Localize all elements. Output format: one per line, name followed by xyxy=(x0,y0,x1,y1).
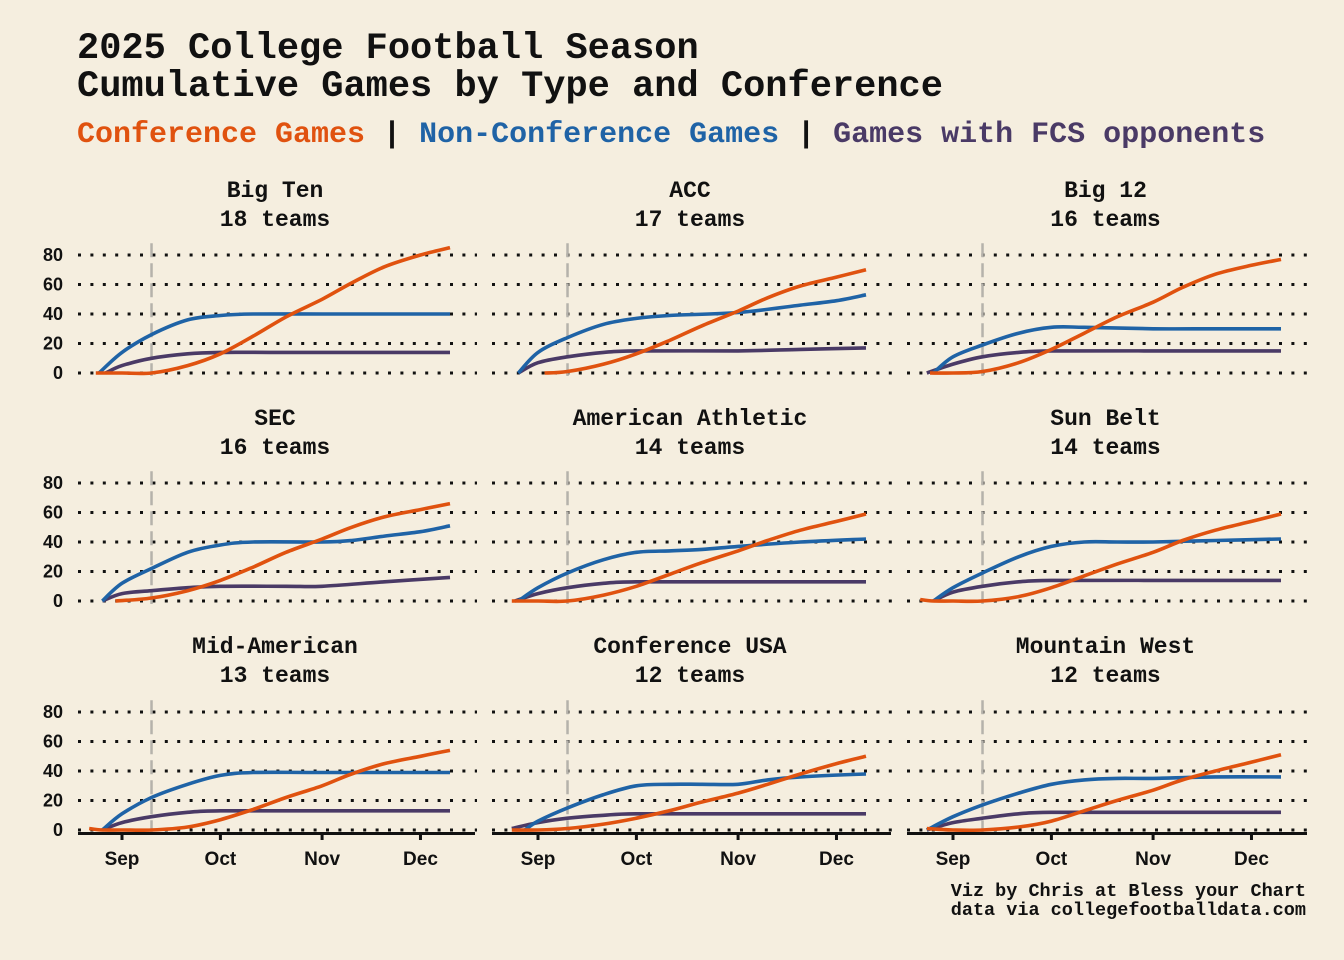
panel-team-count: 17 teams xyxy=(635,207,745,233)
panel-mid-american: Mid-American 13 teams 0 20 40 60 80 Sep Oct Nov De… xyxy=(43,634,477,870)
panel-sun-belt: Sun Belt 14 teams xyxy=(907,406,1309,604)
series-line-conference xyxy=(929,257,1282,375)
series-line-non-conference xyxy=(517,537,867,603)
legend-separator: | xyxy=(365,118,420,152)
title-line-2: Cumulative Games by Type and Conference xyxy=(77,66,943,108)
legend-conference-games: Conference Games xyxy=(77,118,366,152)
y-tick-label: 80 xyxy=(43,245,63,265)
y-tick-label: 0 xyxy=(53,591,63,611)
series-line-non-conference xyxy=(97,312,450,375)
x-tick-label: Nov xyxy=(1135,849,1171,870)
series-line-fcs xyxy=(926,348,1281,375)
caption-credit: Viz by Chris at Bless your Chart xyxy=(950,881,1306,902)
y-tick-label: 80 xyxy=(43,473,63,493)
series-line-conference xyxy=(926,753,1282,833)
y-tick-label: 60 xyxy=(43,275,63,295)
x-tick-label: Oct xyxy=(205,849,237,870)
panel-title: Big 12 xyxy=(1064,178,1147,204)
series-line-fcs xyxy=(511,811,866,831)
panel-title: SEC xyxy=(254,406,296,432)
series-line-non-conference xyxy=(516,293,867,375)
series-line-non-conference xyxy=(101,524,451,603)
x-tick-label: Nov xyxy=(720,849,756,870)
series-line-non-conference xyxy=(101,770,450,832)
x-tick-label: Dec xyxy=(819,849,854,870)
panel-title: Conference USA xyxy=(593,634,786,660)
y-tick-label: 20 xyxy=(43,334,63,354)
y-tick-label: 0 xyxy=(53,363,63,383)
series-line-fcs xyxy=(926,810,1281,832)
panel-team-count: 14 teams xyxy=(1050,435,1160,461)
series-line-conference xyxy=(919,512,1282,604)
panel-team-count: 16 teams xyxy=(220,435,330,461)
x-tick-label: Sep xyxy=(105,849,140,870)
panel-team-count: 12 teams xyxy=(1050,663,1160,689)
y-tick-label: 40 xyxy=(43,761,63,781)
series-line-conference xyxy=(544,268,867,375)
panel-american-athletic: American Athletic 14 teams xyxy=(492,406,893,604)
series-line-conference xyxy=(88,748,451,833)
series-line-fcs xyxy=(932,578,1281,603)
y-tick-label: 40 xyxy=(43,304,63,324)
series-line-non-conference xyxy=(523,772,867,832)
panel-title: Sun Belt xyxy=(1050,406,1160,432)
y-tick-label: 20 xyxy=(43,791,63,811)
panel-title: Mountain West xyxy=(1016,634,1195,660)
series-line-non-conference xyxy=(932,324,1282,375)
series-line-conference xyxy=(511,512,867,604)
x-tick-label: Sep xyxy=(521,849,556,870)
y-tick-label: 40 xyxy=(43,532,63,552)
y-tick-label: 0 xyxy=(53,820,63,840)
x-tick-label: Oct xyxy=(1036,849,1068,870)
series-line-fcs xyxy=(514,579,866,603)
panel-sec: SEC 16 teams 0 20 40 60 80 xyxy=(43,406,477,611)
x-tick-label: Dec xyxy=(403,849,438,870)
x-tick-label: Sep xyxy=(936,849,971,870)
panel-big-12: Big 12 16 teams xyxy=(907,178,1309,376)
y-tick-label: 20 xyxy=(43,562,63,582)
panel-team-count: 14 teams xyxy=(635,435,745,461)
panel-title: Big Ten xyxy=(227,178,324,204)
panel-team-count: 12 teams xyxy=(635,663,745,689)
x-tick-label: Oct xyxy=(621,849,653,870)
y-tick-label: 80 xyxy=(43,702,63,722)
panel-team-count: 18 teams xyxy=(220,207,330,233)
panel-conference-usa: Conference USA 12 teams Sep Oct Nov Dec xyxy=(492,634,893,870)
series-line-conference xyxy=(95,245,451,376)
title-line-1: 2025 College Football Season xyxy=(77,28,699,70)
series-line-fcs xyxy=(101,808,450,832)
series-line-fcs xyxy=(101,575,451,603)
panel-team-count: 13 teams xyxy=(220,663,330,689)
chart-title: 2025 College Football Season Cumulative … xyxy=(77,30,943,106)
panel-big-ten: Big Ten 18 teams 0 20 40 60 80 xyxy=(43,178,477,383)
x-tick-label: Nov xyxy=(304,849,340,870)
legend: Conference Games | Non-Conference Games … xyxy=(77,118,1265,152)
series-line-conference xyxy=(115,501,451,603)
panel-title: ACC xyxy=(669,178,711,204)
panel-title: Mid-American xyxy=(192,634,358,660)
x-tick-label: Dec xyxy=(1234,849,1269,870)
panel-team-count: 16 teams xyxy=(1050,207,1160,233)
legend-non-conference-games: Non-Conference Games xyxy=(419,118,780,152)
series-line-non-conference xyxy=(932,537,1282,603)
caption: Viz by Chris at Bless your Chart data vi… xyxy=(951,882,1306,920)
panel-title: American Athletic xyxy=(573,406,808,432)
y-tick-label: 60 xyxy=(43,503,63,523)
series-line-fcs xyxy=(104,350,450,375)
legend-fcs-games: Games with FCS opponents xyxy=(833,118,1266,152)
legend-separator: | xyxy=(779,118,834,152)
y-tick-label: 60 xyxy=(43,732,63,752)
series-line-fcs xyxy=(517,346,867,375)
panel-acc: ACC 17 teams xyxy=(492,178,893,376)
panel-mountain-west: Mountain West 12 teams Sep Oct Nov Dec xyxy=(907,634,1309,870)
series-line-conference xyxy=(511,754,867,832)
caption-source: data via collegefootballdata.com xyxy=(950,900,1306,921)
